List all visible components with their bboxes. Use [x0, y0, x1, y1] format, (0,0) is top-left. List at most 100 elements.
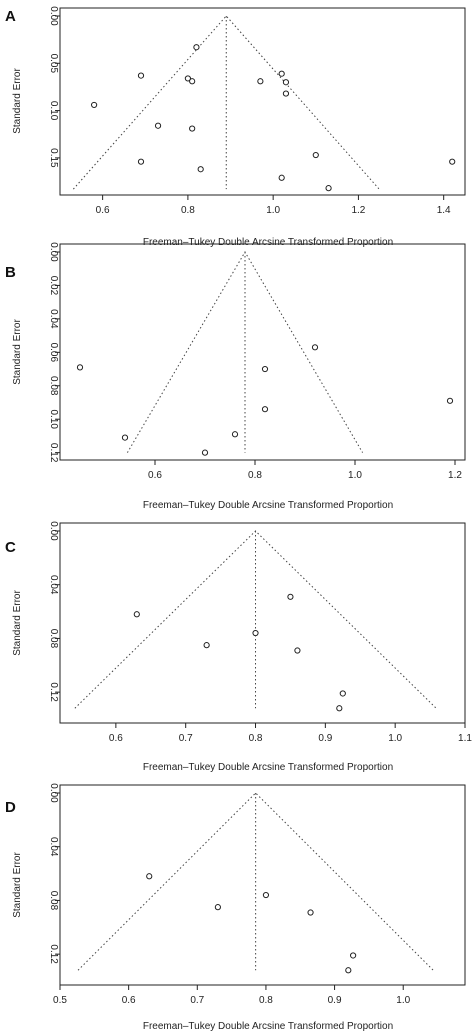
x-tick-label: 0.8 [259, 995, 273, 1006]
x-tick-label: 1.1 [458, 733, 472, 744]
funnel-95-ci-lines [72, 15, 380, 190]
x-tick-label: 1.2 [351, 205, 365, 216]
study-point [184, 75, 191, 82]
y-axis-title: Standard Error [12, 319, 23, 385]
plot-frame [59, 7, 466, 196]
panel-c: C 0.6 0.7 0.8 0.9 1.0 1.1 0.00 0.04 0.08 0.12 Stand… [5, 521, 472, 773]
y-axis-title: Standard Error [12, 852, 23, 918]
x-tick-label: 0.6 [122, 995, 136, 1006]
study-point [278, 174, 285, 181]
x-tick-label: 0.6 [109, 733, 123, 744]
x-tick-label: 1.4 [437, 205, 451, 216]
study-point [282, 90, 290, 97]
study-point [203, 642, 210, 649]
x-axis-title: Freeman–Tukey Double Arcsine Transformed… [143, 237, 393, 248]
plot-frame [59, 243, 466, 461]
x-axis-title: Freeman–Tukey Double Arcsine Transformed… [143, 762, 393, 773]
panel-letter: C [5, 539, 16, 556]
panel-d: D 0.5 0.6 0.7 0.8 0.9 1.0 0.00 0.04 0.08 0.12 Stand… [5, 783, 466, 1032]
y-tick-label: 0.08 [48, 629, 59, 649]
study-point [350, 952, 357, 959]
panel-a: A 0.6 0.8 1.0 1.2 1.4 0.00 0.05 0.10 0.15 Standard… [5, 6, 466, 248]
panel-letter: B [5, 264, 16, 281]
panel-letter: D [5, 799, 16, 816]
y-tick-label: 0.04 [48, 837, 59, 857]
study-point [201, 449, 209, 456]
study-point [336, 705, 343, 712]
study-point [339, 690, 346, 697]
study-point [261, 365, 269, 373]
study-point [446, 397, 454, 404]
x-tick-label: 0.7 [190, 995, 204, 1006]
study-point [312, 151, 319, 159]
study-point [121, 434, 129, 441]
study-point [287, 593, 294, 600]
y-tick-label: 0.08 [48, 376, 59, 396]
study-point [189, 78, 196, 85]
y-tick-label: 0.12 [48, 682, 59, 702]
study-point [345, 967, 352, 974]
study-point [231, 431, 239, 438]
y-tick-label: 0.08 [48, 891, 59, 911]
study-point [76, 364, 84, 371]
x-tick-label: 0.9 [318, 733, 332, 744]
x-tick-label: 0.8 [181, 205, 195, 216]
study-point [91, 101, 98, 109]
x-axis-title: Freeman–Tukey Double Arcsine Transformed… [143, 1021, 393, 1032]
study-point [133, 611, 140, 618]
study-point [137, 72, 145, 79]
y-tick-label: 0.12 [48, 443, 59, 463]
x-tick-label: 0.9 [328, 995, 342, 1006]
x-axis-title: Freeman–Tukey Double Arcsine Transformed… [143, 500, 393, 511]
y-tick-label: 0.04 [48, 575, 59, 595]
panel-letter: A [5, 8, 16, 25]
study-point [146, 873, 153, 880]
x-tick-label: 0.8 [249, 733, 263, 744]
plot-frame [59, 522, 466, 724]
study-point [307, 909, 314, 916]
x-tick-label: 1.2 [448, 470, 462, 481]
study-point [257, 78, 264, 85]
x-tick-label: 0.5 [53, 995, 67, 1006]
study-point [261, 406, 269, 413]
y-tick-label: 0.02 [48, 276, 59, 296]
y-tick-label: 0.00 [48, 783, 59, 803]
study-point [189, 125, 196, 132]
x-tick-label: 1.0 [388, 733, 402, 744]
y-tick-label: 0.00 [48, 242, 59, 262]
study-point [325, 185, 332, 192]
x-tick-label: 0.6 [96, 205, 110, 216]
study-point [252, 629, 259, 637]
x-tick-label: 1.0 [266, 205, 280, 216]
panel-b: B 0.6 0.8 1.0 1.2 0.00 0.02 0.04 0.06 0.08 0.10 0.1… [5, 242, 466, 511]
y-tick-label: 0.04 [48, 309, 59, 329]
study-point [197, 166, 204, 173]
x-tick-label: 0.8 [248, 470, 262, 481]
y-tick-label: 0.05 [48, 54, 59, 74]
study-point [311, 344, 319, 351]
study-point [262, 891, 270, 899]
study-point [294, 647, 301, 654]
x-tick-label: 0.7 [179, 733, 193, 744]
x-tick-label: 0.6 [148, 470, 162, 481]
x-tick-label: 1.0 [348, 470, 362, 481]
study-point [193, 44, 200, 51]
study-point [154, 122, 162, 129]
y-tick-label: 0.10 [48, 409, 59, 429]
study-point [137, 158, 145, 165]
study-point [278, 70, 285, 77]
x-tick-label: 1.0 [396, 995, 410, 1006]
y-tick-label: 0.00 [48, 521, 59, 541]
y-axis-title: Standard Error [12, 590, 23, 656]
y-tick-label: 0.10 [48, 101, 59, 121]
y-tick-label: 0.06 [48, 343, 59, 363]
y-tick-label: 0.00 [48, 6, 59, 26]
study-point [282, 79, 290, 86]
study-point [214, 904, 221, 911]
y-axis-title: Standard Error [12, 68, 23, 134]
y-tick-label: 0.15 [48, 148, 59, 168]
plot-frame [59, 784, 466, 986]
y-tick-label: 0.12 [48, 944, 59, 964]
study-point [449, 158, 456, 165]
